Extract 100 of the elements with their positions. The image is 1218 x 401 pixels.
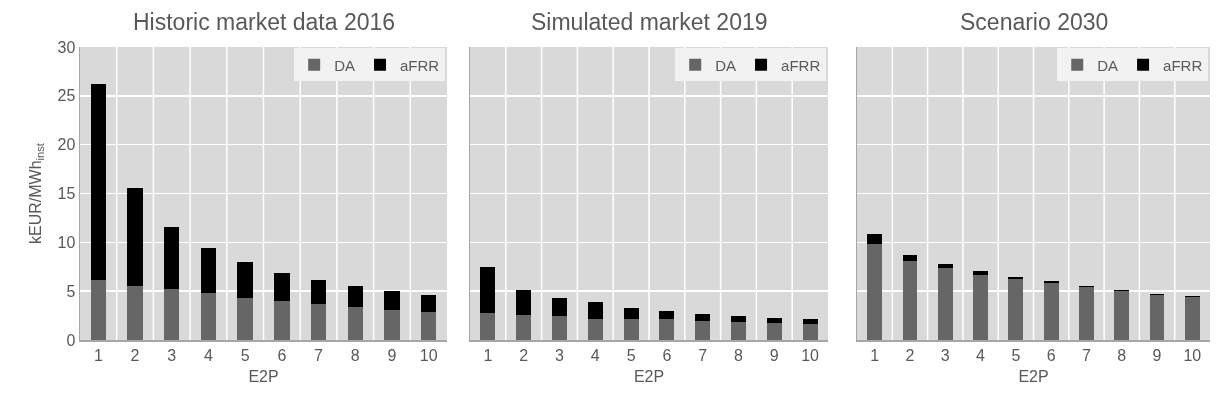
- x-tick-label: 2: [519, 346, 529, 364]
- bar: [310, 303, 327, 340]
- x-tick-label: 10: [1183, 346, 1202, 364]
- legend-label: aFRR: [400, 56, 440, 74]
- bar: [1043, 283, 1059, 340]
- bar: [200, 293, 217, 340]
- bar: [384, 291, 400, 310]
- x-axis-title: E2P: [1018, 368, 1049, 386]
- bar: [237, 261, 253, 298]
- bar: [659, 310, 675, 320]
- bar: [766, 323, 782, 340]
- x-tick-label: 10: [419, 346, 438, 364]
- x-tick-label: 4: [204, 346, 213, 364]
- x-tick-label: 9: [387, 346, 397, 364]
- bar: [516, 314, 532, 340]
- bar: [127, 286, 143, 340]
- x-tick-label: 3: [940, 346, 950, 364]
- bar: [551, 315, 568, 340]
- x-tick-label: 3: [167, 346, 177, 364]
- y-tick-label: 25: [57, 87, 76, 105]
- x-axis-title: E2P: [248, 368, 279, 386]
- x-tick-label: 8: [1117, 346, 1127, 364]
- y-tick-label: 20: [57, 136, 76, 154]
- x-axis-title: E2P: [633, 368, 665, 386]
- legend-label: aFRR: [1163, 56, 1203, 74]
- y-tick-label: 0: [66, 331, 76, 349]
- x-tick-label: 6: [662, 346, 672, 364]
- x-tick-label: 7: [1082, 346, 1091, 364]
- bar: [695, 313, 711, 322]
- bar: [347, 306, 363, 340]
- bar: [695, 321, 711, 340]
- bar: [347, 286, 363, 307]
- bar: [384, 309, 400, 340]
- y-tick-label: 10: [57, 233, 76, 251]
- bar: [1149, 295, 1165, 340]
- x-tick-label: 5: [240, 346, 250, 364]
- bar: [867, 244, 883, 340]
- bar: [802, 319, 818, 325]
- chart-title: Scenario 2030: [960, 9, 1109, 35]
- chart-title: Simulated market 2019: [531, 9, 768, 35]
- bar: [902, 255, 918, 261]
- x-tick-label: 10: [801, 346, 820, 364]
- bar: [973, 274, 988, 340]
- x-tick-label: 7: [314, 346, 324, 364]
- x-tick-label: 9: [769, 346, 779, 364]
- bar: [200, 248, 217, 294]
- x-tick-label: 9: [1152, 346, 1162, 364]
- bar: [902, 260, 918, 340]
- bar: [420, 295, 437, 312]
- x-tick-label: 1: [93, 346, 103, 364]
- legend-label: DA: [1097, 56, 1119, 74]
- y-tick-label: 15: [57, 185, 76, 203]
- x-tick-label: 2: [905, 346, 915, 364]
- y-tick-label: 5: [66, 282, 76, 300]
- legend-label: DA: [334, 56, 356, 74]
- bar: [867, 233, 883, 245]
- bar: [1114, 291, 1130, 340]
- x-tick-label: 1: [870, 346, 880, 364]
- x-tick-label: 6: [1046, 346, 1056, 364]
- x-tick-label: 5: [1011, 346, 1021, 364]
- bar: [274, 272, 290, 301]
- chart-title: Historic market data 2016: [133, 9, 396, 35]
- bar: [237, 298, 253, 340]
- bar: [1008, 279, 1024, 340]
- bar: [90, 280, 107, 340]
- x-tick-label: 8: [734, 346, 744, 364]
- x-tick-label: 7: [698, 346, 708, 364]
- bar: [623, 307, 639, 319]
- x-tick-label: 1: [483, 346, 493, 364]
- bar: [1184, 297, 1200, 340]
- bar: [90, 84, 107, 281]
- bar: [480, 312, 496, 340]
- x-tick-label: 8: [350, 346, 360, 364]
- x-tick-label: 3: [555, 346, 565, 364]
- bar: [164, 289, 180, 340]
- bar: [274, 300, 290, 340]
- bar: [127, 187, 143, 287]
- bar: [937, 263, 953, 268]
- bar: [587, 318, 603, 340]
- x-tick-label: 4: [976, 346, 986, 364]
- bar: [659, 319, 675, 340]
- bar: [420, 311, 437, 340]
- bar: [623, 318, 639, 340]
- bar: [937, 267, 953, 340]
- y-tick-label: 30: [57, 38, 76, 56]
- x-tick-label: 2: [130, 346, 140, 364]
- legend-label: DA: [715, 56, 737, 74]
- bar: [480, 266, 496, 313]
- x-tick-label: 5: [626, 346, 636, 364]
- bar: [730, 322, 747, 340]
- bar: [587, 301, 603, 319]
- legend-label: aFRR: [781, 56, 821, 74]
- bar: [516, 290, 532, 315]
- bar: [802, 324, 818, 340]
- bar: [973, 270, 988, 275]
- bar: [164, 226, 180, 290]
- x-tick-label: 4: [590, 346, 600, 364]
- bar: [310, 280, 327, 304]
- x-tick-label: 6: [277, 346, 287, 364]
- bar: [551, 298, 568, 316]
